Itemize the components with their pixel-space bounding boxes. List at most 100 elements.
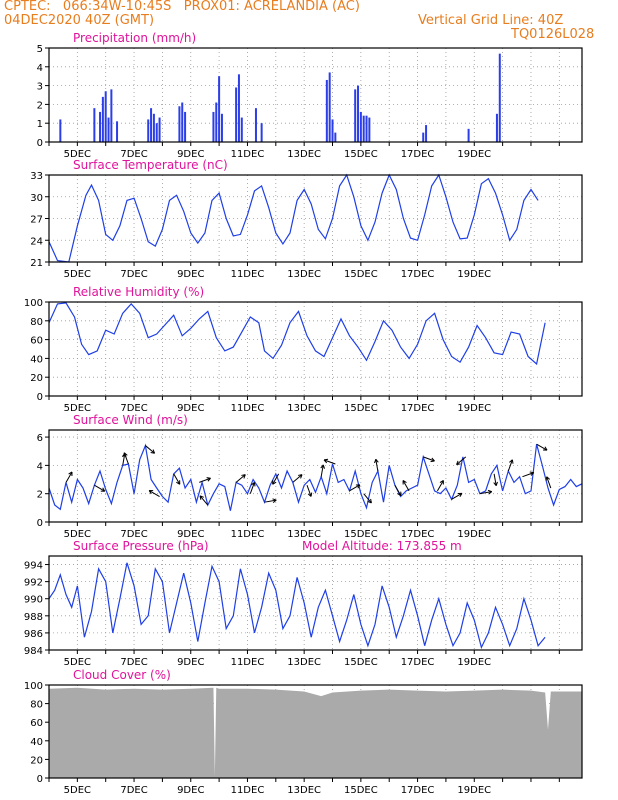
precip-bar: [254, 108, 257, 142]
panel-frame: [48, 301, 583, 397]
wind-arrow-head: [374, 459, 377, 464]
y-tick-label: 5: [37, 44, 43, 55]
x-tick-label: 13DEC: [287, 149, 321, 160]
x-tick-label: 9DEC: [177, 269, 204, 280]
x-tick-label: 17DEC: [401, 657, 435, 668]
wind-arrow: [264, 499, 277, 503]
wind-arrow-head: [367, 500, 372, 504]
precip-bar: [495, 113, 498, 142]
y-tick-label: 80: [30, 317, 43, 328]
x-tick-label: 19DEC: [457, 657, 491, 668]
precip-bar: [325, 79, 328, 142]
x-tick-label: 15DEC: [344, 269, 378, 280]
wind-arrow: [363, 493, 372, 504]
wind-arrow: [536, 443, 548, 451]
wind-arrow-head: [431, 457, 435, 462]
x-tick-label: 17DEC: [401, 403, 435, 414]
y-tick-label: 6: [37, 433, 43, 444]
x-tick-label: 17DEC: [401, 529, 435, 540]
station-header: CPTEC: 066:34W-10:45S PROX01: ACRELANDIA…: [4, 0, 360, 14]
wind-arrow: [122, 453, 126, 466]
x-tick-label: 13DEC: [287, 269, 321, 280]
y-tick-label: 20: [30, 755, 43, 766]
wind-arrow: [292, 474, 303, 483]
precip-bar: [110, 89, 113, 142]
x-tick-label: 19DEC: [457, 149, 491, 160]
wind-arrow-head: [487, 489, 492, 493]
precip-bar: [368, 117, 371, 142]
wind-arrow-head: [495, 481, 498, 486]
vertical-grid-note: Vertical Grid Line: 40Z: [418, 13, 564, 28]
y-tick-label: 21: [30, 258, 43, 269]
wind-arrow: [173, 473, 181, 485]
wind-arrow-head: [545, 476, 548, 481]
panel-frame: [48, 429, 583, 523]
panel-frame: [48, 555, 583, 651]
precip-bar: [467, 128, 470, 142]
x-tick-label: 19DEC: [457, 529, 491, 540]
wind-arrow: [546, 476, 552, 489]
x-tick-label: 17DEC: [401, 149, 435, 160]
precip-bar: [158, 117, 161, 142]
x-tick-label: 15DEC: [344, 785, 378, 796]
y-tick-label: 2: [37, 490, 43, 501]
precip-bar: [59, 119, 62, 142]
x-tick-label: 13DEC: [287, 785, 321, 796]
precip-bar: [498, 53, 501, 142]
x-tick-label: 7DEC: [120, 403, 147, 414]
x-tick-label: 5DEC: [64, 529, 91, 540]
y-tick-label: 20: [30, 373, 43, 384]
wind-arrow: [394, 484, 402, 496]
wind-arrow-head: [488, 491, 493, 495]
wind-arrow-head: [322, 464, 326, 469]
panel-frame: [48, 47, 583, 143]
wind-arrow-head: [272, 481, 277, 485]
y-tick-label: 0: [37, 138, 43, 149]
wind-arrow-head: [323, 459, 328, 464]
wind-arrow: [199, 495, 209, 506]
wind-arrow: [456, 456, 467, 465]
wind-arrow: [145, 445, 155, 454]
wind-arrow-head: [307, 493, 312, 497]
x-tick-label: 19DEC: [457, 785, 491, 796]
panel-annotation: Model Altitude: 173.855 m: [302, 539, 462, 553]
wind-arrow-head: [300, 474, 303, 479]
precip-bar: [101, 96, 104, 142]
precip-bar: [235, 87, 238, 142]
precip-bar: [155, 123, 158, 142]
wind-arrow: [323, 459, 336, 465]
y-tick-label: 4: [37, 63, 43, 74]
precip-bar: [184, 111, 187, 142]
y-tick-label: 992: [24, 578, 43, 589]
wind-arrow-head: [530, 472, 535, 476]
wind-arrow: [349, 484, 361, 492]
wind-arrow-head: [206, 477, 211, 479]
x-tick-label: 11DEC: [231, 529, 265, 540]
x-tick-label: 11DEC: [231, 403, 265, 414]
x-tick-label: 13DEC: [287, 529, 321, 540]
precip-bar: [331, 119, 334, 142]
wind-arrow-head: [375, 458, 379, 463]
x-tick-label: 9DEC: [177, 529, 204, 540]
wind-arrow: [249, 482, 255, 494]
precip-bar: [181, 102, 184, 142]
x-tick-label: 7DEC: [120, 149, 147, 160]
wind-arrow-head: [456, 463, 461, 466]
panel-title: Precipitation (mm/h): [73, 31, 196, 45]
x-tick-label: 11DEC: [231, 785, 265, 796]
wind-arrow-head: [509, 459, 513, 463]
x-tick-label: 9DEC: [177, 403, 204, 414]
y-tick-label: 33: [30, 171, 43, 182]
wind-arrow: [507, 459, 513, 472]
precip-bar: [178, 106, 181, 142]
x-tick-label: 5DEC: [64, 657, 91, 668]
x-tick-label: 11DEC: [231, 657, 265, 668]
panel-title: Cloud Cover (%): [73, 668, 171, 682]
wind-arrow: [493, 473, 497, 486]
precip-bar: [334, 132, 337, 142]
x-tick-label: 15DEC: [344, 529, 378, 540]
series-line: [48, 562, 546, 650]
wind-arrow-head: [511, 459, 514, 464]
y-tick-label: 40: [30, 737, 43, 748]
y-tick-label: 100: [24, 298, 43, 309]
